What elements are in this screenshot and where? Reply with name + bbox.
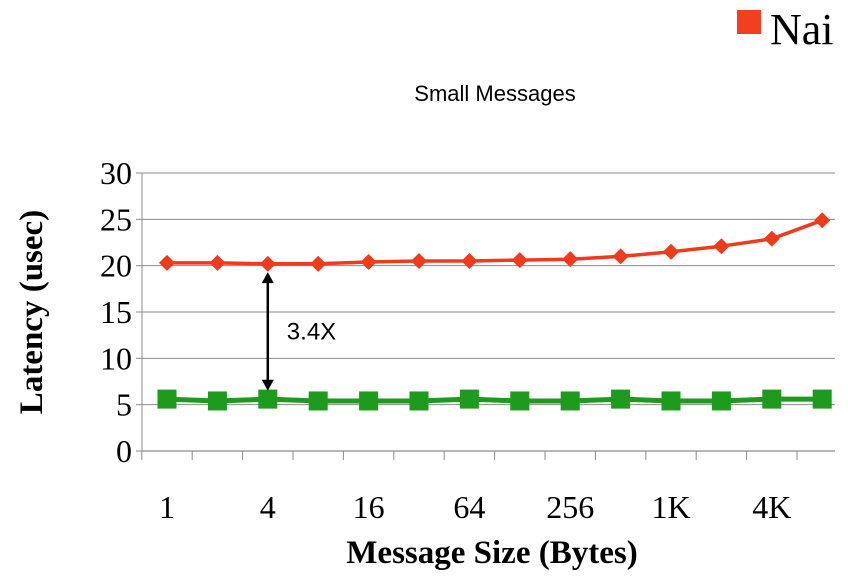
data-point bbox=[207, 391, 227, 411]
data-point bbox=[562, 251, 579, 268]
data-point bbox=[612, 248, 629, 265]
data-point bbox=[560, 391, 580, 411]
y-tick-label: 30 bbox=[100, 155, 132, 191]
data-point bbox=[511, 252, 528, 269]
annotation-arrow-head-down bbox=[261, 379, 274, 391]
data-point bbox=[510, 391, 530, 411]
data-point bbox=[711, 391, 731, 411]
data-point bbox=[360, 253, 377, 270]
x-tick-label: 256 bbox=[546, 489, 594, 525]
data-point bbox=[409, 391, 429, 411]
legend: Nai bbox=[737, 5, 834, 54]
y-axis-label: Latency (usec) bbox=[14, 210, 50, 414]
x-tick-label: 16 bbox=[353, 489, 385, 525]
data-point bbox=[713, 238, 730, 255]
data-point bbox=[411, 253, 427, 270]
y-tick-label: 20 bbox=[100, 248, 132, 284]
x-tick-label: 1K bbox=[651, 489, 690, 525]
data-point bbox=[812, 389, 832, 409]
x-tick-label: 64 bbox=[453, 489, 485, 525]
y-tick-label: 0 bbox=[116, 433, 132, 469]
data-point bbox=[461, 253, 478, 270]
y-tick-label: 25 bbox=[100, 201, 132, 237]
data-point bbox=[209, 254, 226, 271]
x-tick-label: 1 bbox=[159, 489, 175, 525]
data-point bbox=[308, 391, 328, 411]
series-line bbox=[167, 218, 823, 266]
data-point bbox=[258, 389, 278, 409]
data-point bbox=[762, 389, 782, 409]
series-2 bbox=[157, 389, 832, 411]
series-1 bbox=[159, 212, 831, 272]
data-point bbox=[459, 389, 479, 409]
legend-swatch bbox=[737, 10, 761, 34]
y-tick-label: 10 bbox=[100, 340, 132, 376]
data-point bbox=[661, 391, 681, 411]
data-point bbox=[157, 389, 177, 409]
annotation-label: 3.4X bbox=[287, 318, 336, 345]
x-tick-labels: 1 4 16 64 256 1K 4K bbox=[159, 489, 791, 525]
x-tick-label: 4 bbox=[260, 489, 276, 525]
data-point bbox=[310, 255, 327, 272]
x-tick-label: 4K bbox=[752, 489, 791, 525]
data-point bbox=[763, 230, 780, 247]
data-point bbox=[663, 243, 679, 260]
chart-title: Small Messages bbox=[414, 81, 575, 106]
data-point bbox=[611, 389, 631, 409]
data-point bbox=[159, 254, 175, 271]
x-axis-label: Message Size (Bytes) bbox=[346, 535, 637, 571]
annotation: 3.4X bbox=[261, 272, 336, 391]
annotation-arrow-head-up bbox=[261, 272, 274, 284]
data-point bbox=[359, 391, 379, 411]
y-tick-labels: 0 5 10 15 20 25 30 bbox=[100, 155, 132, 469]
axes bbox=[136, 172, 835, 460]
y-tick-label: 15 bbox=[100, 294, 132, 330]
legend-label: Nai bbox=[770, 5, 834, 54]
y-tick-label: 5 bbox=[116, 387, 132, 423]
y-gridlines bbox=[142, 172, 835, 406]
data-point bbox=[814, 212, 831, 229]
series-group bbox=[157, 212, 832, 411]
data-point bbox=[259, 255, 276, 272]
